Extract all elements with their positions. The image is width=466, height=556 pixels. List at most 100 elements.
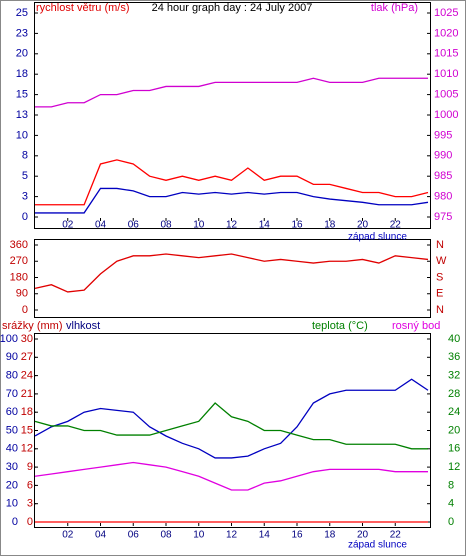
series-line: [35, 159, 429, 206]
y-tick-label: 100: [0, 333, 18, 345]
y2-tick-label: 36: [448, 351, 460, 363]
y2-tick-label: 1025: [434, 7, 458, 19]
x-tick-label: 12: [226, 530, 238, 541]
y-tick-label: 3: [22, 191, 28, 203]
x-tick-label: 18: [324, 220, 336, 231]
x-tick-label: 08: [160, 530, 172, 541]
y2-axis-label: tlak (hPa): [371, 2, 418, 14]
y2-tick-label: 40: [448, 333, 460, 345]
y-tick-label: 13: [16, 109, 28, 121]
y-tick-label: 8: [22, 150, 28, 162]
y2-tick-label: N: [436, 304, 444, 316]
y-tick-label: 40: [6, 443, 18, 455]
chart-title: 24 hour graph day : 24 July 2007: [152, 2, 313, 14]
x-tick-label: 20: [357, 220, 369, 231]
x-tick-label: 10: [193, 530, 205, 541]
y2-tick-label: 985: [434, 170, 452, 182]
panel-frame: [34, 239, 431, 318]
y2-tick-label: 20: [448, 424, 460, 436]
y-tick-label: 90: [6, 351, 18, 363]
y2-tick-label: 1010: [434, 68, 458, 80]
y2-tick-label: 1015: [434, 48, 458, 60]
y-tick-label: 20: [6, 479, 18, 491]
y-tick-label: 0: [22, 304, 28, 316]
y3-axis-label: srážky (mm): [2, 320, 63, 332]
x-tick-label: 04: [95, 530, 107, 541]
y2-tick-label: 0: [448, 516, 454, 528]
y-tick-label: 270: [10, 255, 28, 267]
y-tick-label: 0: [22, 211, 28, 223]
y3-tick-label: 0: [27, 516, 33, 528]
y2-tick-label: E: [436, 288, 443, 300]
y3-tick-label: 12: [21, 443, 33, 455]
x-tick-label: 16: [291, 530, 303, 541]
y2-tick-label: 990: [434, 150, 452, 162]
y3-tick-label: 24: [21, 370, 33, 382]
series-line: [35, 187, 429, 214]
y2-tick-label: 8: [448, 479, 454, 491]
y3-tick-label: 30: [21, 333, 33, 345]
x-tick-label: 10: [193, 220, 205, 231]
y3-tick-label: 18: [21, 406, 33, 418]
y-tick-label: 70: [6, 388, 18, 400]
y2-tick-label: 995: [434, 129, 452, 141]
y-axis-label: vlhkost: [66, 320, 100, 332]
y-tick-label: 5: [22, 170, 28, 182]
x-tick-label: 18: [324, 530, 336, 541]
series-line: [34, 253, 429, 293]
y-tick-label: 60: [6, 406, 18, 418]
x-tick-label: 04: [95, 220, 107, 231]
y-tick-label: 20: [16, 48, 28, 60]
series-line: [35, 77, 428, 108]
x-tick-label: 02: [62, 530, 74, 541]
y2-tick-label: 28: [448, 388, 460, 400]
y-tick-label: 10: [6, 498, 18, 510]
series-line: [34, 402, 428, 450]
series-line: [34, 378, 429, 459]
y2-tick-label: 32: [448, 370, 460, 382]
y-axis-label: rychlost větru (m/s): [36, 2, 130, 14]
y-tick-label: 18: [16, 68, 28, 80]
x-tick-label: 14: [259, 530, 271, 541]
y2-tick-label: S: [436, 271, 443, 283]
x-tick-label: 02: [62, 220, 74, 231]
x-tick-label: 14: [259, 220, 271, 231]
y-tick-label: 23: [16, 27, 28, 39]
legend-label: rosný bod: [392, 320, 440, 332]
annotation: západ slunce: [348, 232, 407, 243]
series-line: [34, 461, 428, 491]
y2-tick-label: 975: [434, 211, 452, 223]
y3-tick-label: 27: [21, 351, 33, 363]
y3-tick-label: 15: [21, 424, 33, 436]
y2-tick-label: 16: [448, 443, 460, 455]
y2-tick-label: 12: [448, 461, 460, 473]
y2-axis-label: teplota (°C): [312, 320, 368, 332]
y2-tick-label: W: [436, 255, 447, 267]
x-tick-label: 20: [357, 530, 369, 541]
x-tick-label: 16: [291, 220, 303, 231]
y3-tick-label: 21: [21, 388, 33, 400]
x-tick-label: 06: [128, 220, 140, 231]
y2-tick-label: N: [436, 239, 444, 251]
y-tick-label: 0: [12, 516, 18, 528]
x-tick-label: 12: [226, 220, 238, 231]
x-tick-label: 22: [390, 220, 402, 231]
y3-tick-label: 3: [27, 498, 33, 510]
y2-tick-label: 4: [448, 498, 454, 510]
y3-tick-label: 9: [27, 461, 33, 473]
y3-tick-label: 6: [27, 479, 33, 491]
y-tick-label: 180: [10, 271, 28, 283]
y-tick-label: 50: [6, 424, 18, 436]
x-tick-label: 22: [390, 530, 402, 541]
y-tick-label: 10: [16, 129, 28, 141]
y-tick-label: 15: [16, 89, 28, 101]
y2-tick-label: 1020: [434, 27, 458, 39]
y2-tick-label: 1005: [434, 89, 458, 101]
y-tick-label: 360: [10, 239, 28, 251]
x-tick-label: 06: [128, 530, 140, 541]
x-tick-label: 08: [160, 220, 172, 231]
y-tick-label: 80: [6, 370, 18, 382]
annotation: západ slunce: [348, 540, 407, 551]
